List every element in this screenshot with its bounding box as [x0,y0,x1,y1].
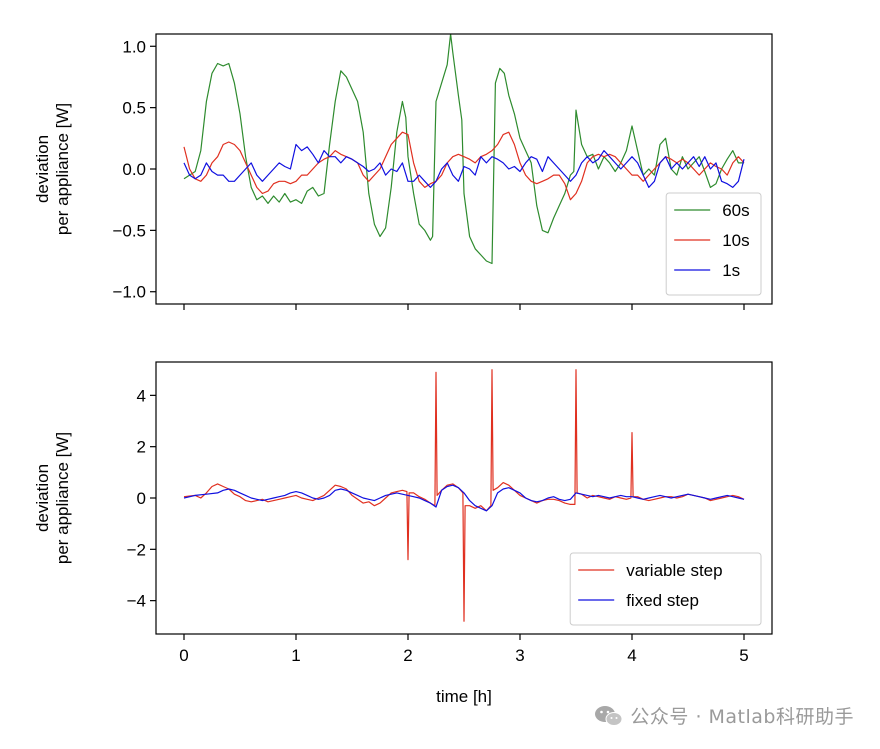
watermark-text: 公众号 · Matlab科研助手 [630,706,854,728]
legend-label: 60s [722,201,749,220]
y-axis-label: deviationper appliance [W] [33,103,72,235]
series-line-fixed-step [183,484,745,512]
x-tick-label: 4 [627,646,636,665]
y-tick-label: 2 [137,438,146,457]
legend-label: fixed step [626,591,699,610]
series-group [183,34,745,265]
series-line-60s [183,34,744,265]
y-axis-label: deviationper appliance [W] [33,432,72,564]
x-tick-label: 0 [179,646,188,665]
y-tick-label: 4 [137,386,146,405]
legend: variable step fixed step [569,552,762,626]
y-tick-label: −2 [127,540,146,559]
legend-label: variable step [626,561,722,580]
legend-label: 1s [722,261,740,280]
y-tick-label: 0.0 [122,160,146,179]
watermark: 公众号 · Matlab科研助手 [594,702,854,729]
x-tick-label: 3 [515,646,524,665]
y-tick-label: 0.5 [122,99,146,118]
chart-panel-1: −1.0 −0.5 0.0 0.5 1.0 deviationper appliance … [33,33,773,310]
y-tick-label: 0 [137,489,146,508]
legend-box [569,552,762,626]
series-line-variable-step [183,369,745,622]
legend: 60s 10s 1s [665,192,762,296]
chart-panel-2: 0 1 2 3 4 5 −4 −2 0 2 4 deviationper appliance [W] t… [33,361,773,706]
legend-label: 10s [722,231,749,250]
series-group [183,369,745,622]
x-tick-label: 2 [403,646,412,665]
y-tick-label: −0.5 [112,221,146,240]
x-tick-label: 5 [739,646,748,665]
series-line-1s [183,143,745,188]
y-tick-label: 1.0 [122,37,146,56]
x-axis-label: time [h] [436,687,492,706]
y-tick-label: −1.0 [112,283,146,302]
wechat-icon [595,705,623,726]
y-tick-label: −4 [127,592,146,611]
x-tick-label: 1 [291,646,300,665]
series-line-10s [183,131,745,201]
